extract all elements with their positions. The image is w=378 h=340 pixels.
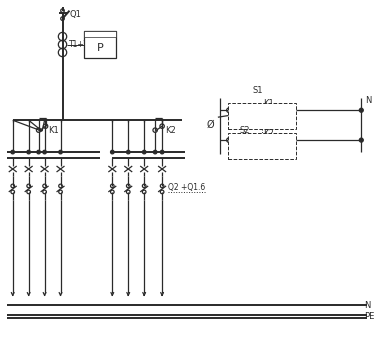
Circle shape <box>110 150 114 154</box>
Text: K1: K1 <box>49 126 59 135</box>
Text: K1: K1 <box>263 99 273 108</box>
Text: N: N <box>364 301 371 310</box>
Circle shape <box>153 150 157 154</box>
Text: K2: K2 <box>260 150 270 158</box>
Text: PE: PE <box>364 312 375 321</box>
Text: Q2 +Q1.6: Q2 +Q1.6 <box>168 183 205 192</box>
Text: Ø: Ø <box>206 120 214 130</box>
Bar <box>84 31 116 36</box>
Bar <box>228 103 296 129</box>
Text: K2: K2 <box>165 126 176 135</box>
Bar <box>228 133 296 159</box>
Circle shape <box>37 150 40 154</box>
Text: S1: S1 <box>253 86 263 95</box>
Circle shape <box>11 150 14 154</box>
Text: N: N <box>365 96 372 105</box>
Text: Q1: Q1 <box>70 10 81 19</box>
Text: P: P <box>97 44 104 53</box>
Circle shape <box>27 150 31 154</box>
Circle shape <box>160 150 164 154</box>
Bar <box>84 31 116 58</box>
Circle shape <box>43 150 46 154</box>
Bar <box>264 105 277 115</box>
Text: T1+T3: T1+T3 <box>68 40 94 49</box>
Circle shape <box>127 150 130 154</box>
Text: K2: K2 <box>263 129 273 138</box>
Text: K1: K1 <box>260 120 270 129</box>
Circle shape <box>359 138 363 142</box>
Circle shape <box>59 150 62 154</box>
Circle shape <box>143 150 146 154</box>
Bar <box>264 135 277 145</box>
Text: S2: S2 <box>240 126 250 135</box>
Circle shape <box>359 108 363 112</box>
